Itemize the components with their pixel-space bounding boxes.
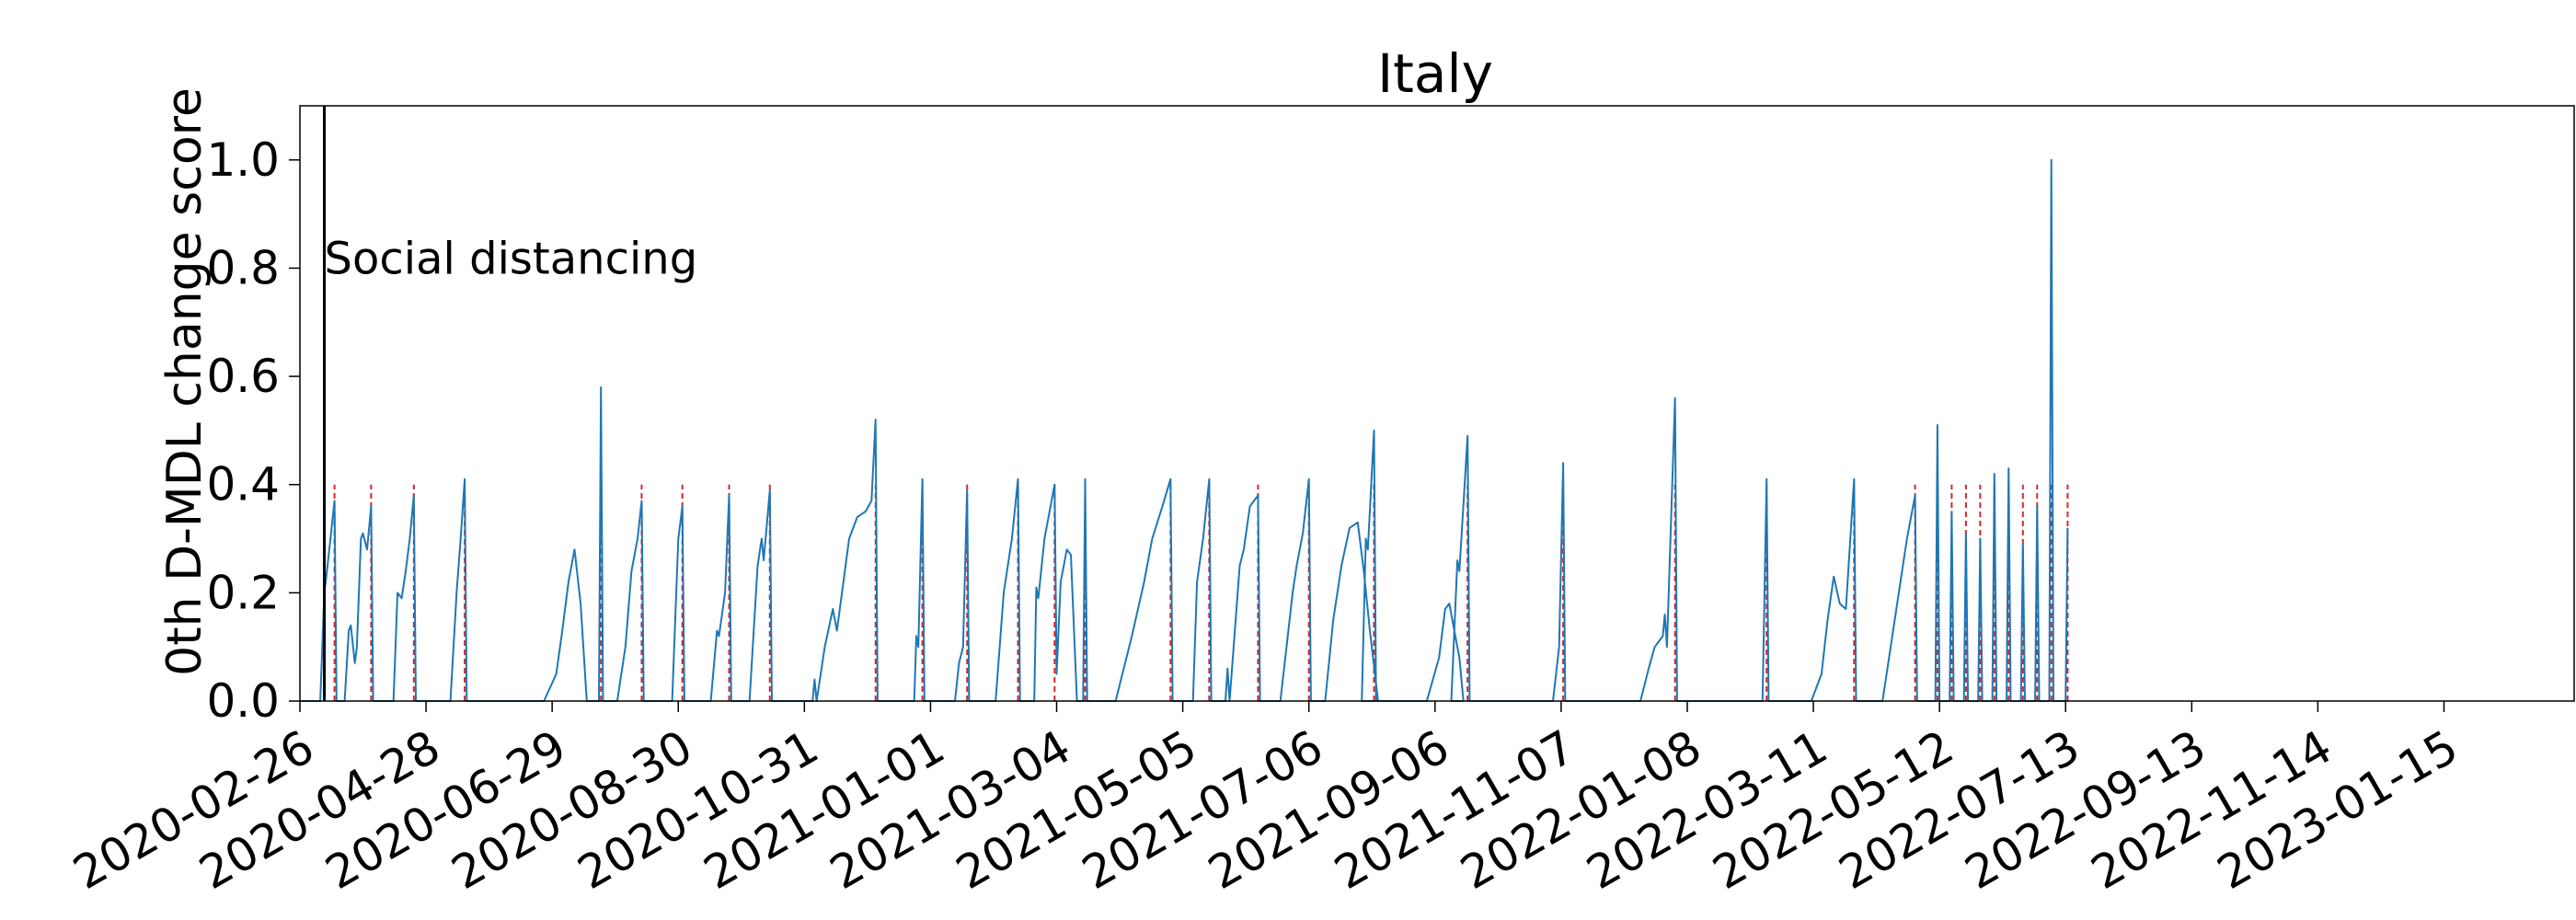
y-tick-label: 0.4	[206, 458, 280, 512]
y-tick-label: 0.6	[206, 350, 280, 403]
alarm-lines	[333, 484, 2069, 701]
x-ticks: 2020-02-262020-04-282020-06-292020-08-30…	[64, 701, 2467, 900]
plot-frame	[299, 105, 2575, 702]
y-tick-label: 0.0	[206, 674, 280, 728]
series-group	[300, 158, 2069, 702]
y-tick-label: 0.2	[206, 566, 280, 619]
y-ticks: 0.0 0.2 0.4 0.6 0.8 1.0	[206, 133, 300, 728]
series-line	[300, 158, 2069, 702]
event-marker: Social distancing	[323, 106, 698, 701]
event-annotation: Social distancing	[325, 234, 698, 285]
y-axis-label: 0th D-MDL change score	[157, 87, 213, 676]
y-tick-label: 0.8	[206, 241, 280, 294]
chart-title: Italy	[1377, 42, 1493, 105]
y-tick-label: 1.0	[206, 133, 280, 187]
